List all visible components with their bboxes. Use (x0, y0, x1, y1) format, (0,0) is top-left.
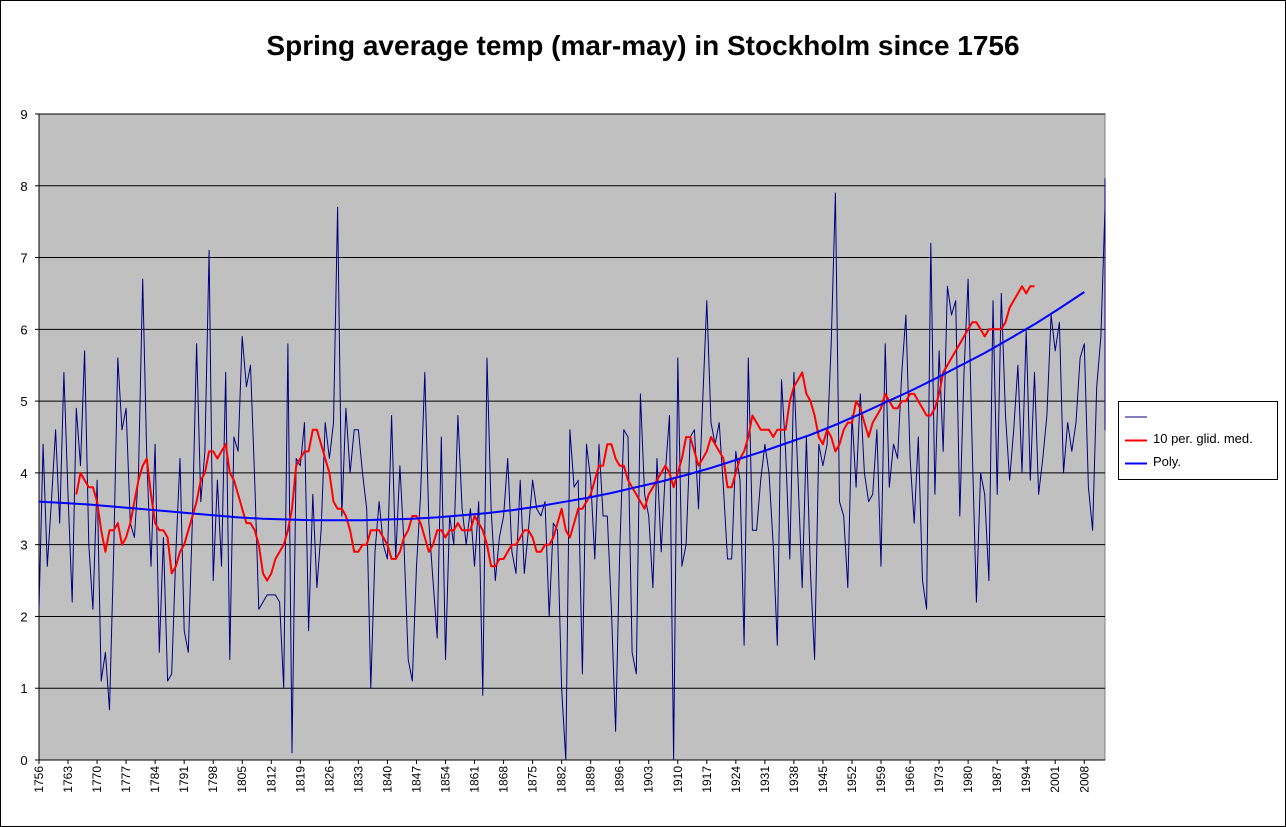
y-tick-label: 0 (20, 753, 27, 768)
plot-area (38, 113, 1106, 761)
axes: 0 1 2 3 4 5 6 7 8 9 1756 1763 1770 1777 1784 1791 1798 18… (20, 107, 1105, 793)
chart-title: Spring average temp (mar-may) in Stockho… (266, 30, 1020, 61)
series-line-2 (38, 291, 1085, 522)
x-tick-label: 1924 (729, 766, 743, 793)
x-tick-label: 1903 (642, 766, 656, 793)
x-tick-label: 1861 (468, 766, 482, 793)
x-tick-label: 1784 (148, 766, 162, 793)
legend: 10 per. glid. med. Poly. (1118, 401, 1278, 480)
grid-lines (39, 113, 1105, 689)
x-tick-label: 2008 (1077, 766, 1091, 793)
x-tick-label: 1770 (90, 766, 104, 793)
x-tick-label: 1812 (264, 766, 278, 793)
x-tick-label: 1805 (235, 766, 249, 793)
x-tick-label: 1980 (961, 766, 975, 793)
x-tick-label: 1931 (758, 766, 772, 793)
x-tick-label: 1868 (497, 766, 511, 793)
y-tick-label: 4 (20, 466, 27, 481)
x-tick-label: 1973 (932, 766, 946, 793)
x-tick-label: 1875 (526, 766, 540, 793)
x-tick-label: 1994 (1019, 766, 1033, 793)
x-tick-label: 1938 (787, 766, 801, 793)
legend-swatch-moving-average (1125, 439, 1147, 442)
x-tick-label: 1833 (351, 766, 365, 793)
legend-label-poly: Poly. (1153, 454, 1181, 469)
x-tick-label: 1952 (845, 766, 859, 793)
series-line-0 (38, 178, 1106, 761)
y-tick-label: 9 (20, 107, 27, 122)
x-tick-label: 1910 (671, 766, 685, 793)
legend-swatch-poly (1125, 462, 1147, 465)
x-tick-label: 1840 (380, 766, 394, 793)
y-tick-label: 2 (20, 609, 27, 624)
x-tick-label: 1959 (874, 766, 888, 793)
x-tick-label: 1847 (409, 766, 423, 793)
y-tick-label: 6 (20, 322, 27, 337)
y-tick-label: 7 (20, 251, 27, 266)
x-tick-label: 2001 (1048, 766, 1062, 793)
x-tick-label: 1966 (903, 766, 917, 793)
legend-swatch-annual (1125, 416, 1147, 418)
y-tick-label: 3 (20, 538, 27, 553)
y-tick-label: 8 (20, 179, 27, 194)
x-tick-label: 1819 (293, 766, 307, 793)
x-tick-label: 1826 (322, 766, 336, 793)
x-tick-label: 1756 (32, 766, 46, 793)
x-tick-label: 1945 (816, 766, 830, 793)
x-tick-label: 1777 (119, 766, 133, 793)
x-tick-label: 1987 (990, 766, 1004, 793)
x-tick-label: 1882 (555, 766, 569, 793)
x-tick-label: 1798 (206, 766, 220, 793)
x-tick-label: 1763 (61, 766, 75, 793)
x-tick-label: 1889 (584, 766, 598, 793)
x-tick-label: 1854 (438, 766, 452, 793)
x-tick-label: 1791 (177, 766, 191, 793)
series-lines (38, 178, 1106, 761)
legend-label-moving-average: 10 per. glid. med. (1153, 431, 1253, 446)
x-tick-label: 1896 (613, 766, 627, 793)
y-tick-label: 5 (20, 394, 27, 409)
x-tick-label: 1917 (700, 766, 714, 793)
series-line-1 (75, 285, 1035, 582)
y-tick-label: 1 (20, 681, 27, 696)
